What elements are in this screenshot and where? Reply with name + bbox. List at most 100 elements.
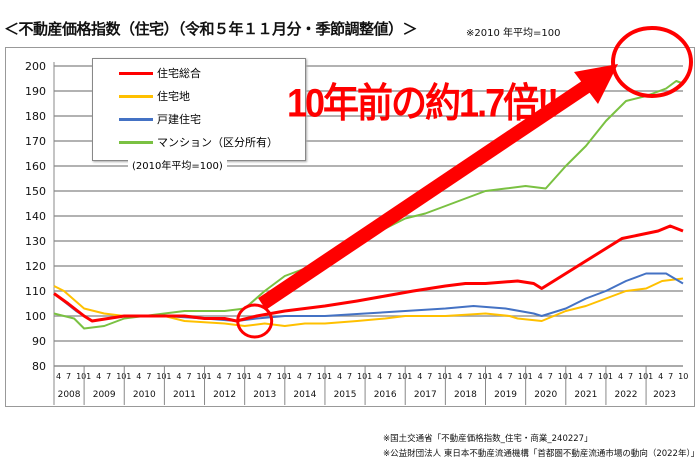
- x-month-label: 1: [327, 372, 332, 381]
- y-tick-label: 140: [25, 210, 46, 223]
- x-month-label: 1: [166, 372, 171, 381]
- x-month-label: 4: [618, 372, 623, 381]
- x-month-label: 10: [76, 372, 86, 381]
- annotation-text: 10年前の約1.7倍!!: [287, 80, 559, 126]
- x-year-label: 2014: [293, 390, 316, 400]
- x-month-label: 10: [116, 372, 126, 381]
- highlight-circle-2013: [236, 303, 274, 339]
- y-tick-label: 100: [25, 310, 46, 323]
- x-year-label: 2017: [414, 390, 437, 400]
- x-month-label: 10: [558, 372, 568, 381]
- x-month-label: 1: [608, 372, 613, 381]
- footnote-2: ※公益財団法人 東日本不動産流通機構「首都圏不動産流通市場の動向（2022年）」: [383, 449, 700, 459]
- x-month-label: 10: [598, 372, 608, 381]
- x-month-label: 1: [367, 372, 372, 381]
- x-month-label: 10: [156, 372, 166, 381]
- x-month-label: 1: [648, 372, 653, 381]
- y-tick-label: 130: [25, 235, 46, 248]
- y-tick-label: 90: [32, 335, 46, 348]
- x-month-label: 7: [467, 372, 472, 381]
- x-month-label: 4: [658, 372, 663, 381]
- x-month-label: 10: [196, 372, 206, 381]
- legend-item-land: 住宅地: [119, 88, 190, 104]
- legend-swatch: [119, 71, 153, 75]
- x-year-label: 2013: [253, 390, 276, 400]
- x-month-label: 7: [427, 372, 432, 381]
- chart-frame: [5, 47, 695, 407]
- x-year-label: 2021: [574, 390, 597, 400]
- x-month-label: 7: [227, 372, 232, 381]
- x-month-label: 4: [96, 372, 101, 381]
- x-year-label: 2012: [213, 390, 236, 400]
- x-year-label: 2023: [653, 390, 676, 400]
- base-year-label: (2010年平均=100): [128, 157, 227, 172]
- legend-item-mansion: マンション（区分所有）: [119, 134, 278, 150]
- x-month-label: 4: [538, 372, 543, 381]
- legend-item-house: 戸建住宅: [119, 111, 201, 127]
- legend-item-sogo: 住宅総合: [119, 65, 201, 81]
- y-tick-label: 80: [32, 360, 46, 373]
- x-month-label: 7: [146, 372, 151, 381]
- trend-arrow-shaft: [258, 78, 594, 310]
- x-month-label: 10: [638, 372, 648, 381]
- x-month-label: 10: [678, 372, 688, 381]
- x-month-label: 1: [207, 372, 212, 381]
- footnote-1: ※国土交通省「不動産価格指数_住宅・商業_240227」: [383, 434, 593, 444]
- legend-label: 住宅地: [157, 90, 190, 103]
- y-tick-label: 120: [25, 260, 46, 273]
- x-month-label: 7: [267, 372, 272, 381]
- x-month-label: 4: [377, 372, 382, 381]
- x-year-label: 2019: [494, 390, 517, 400]
- x-month-label: 4: [578, 372, 583, 381]
- x-month-label: 1: [528, 372, 533, 381]
- x-year-label: 2010: [133, 390, 156, 400]
- x-year-label: 2015: [334, 390, 357, 400]
- x-month-label: 7: [347, 372, 352, 381]
- x-month-label: 7: [66, 372, 71, 381]
- x-month-label: 10: [477, 372, 487, 381]
- x-month-label: 1: [287, 372, 292, 381]
- y-tick-label: 160: [25, 160, 46, 173]
- y-tick-label: 200: [25, 60, 46, 73]
- x-month-label: 10: [518, 372, 528, 381]
- x-month-label: 10: [277, 372, 287, 381]
- x-month-label: 1: [407, 372, 412, 381]
- y-tick-label: 180: [25, 110, 46, 123]
- x-year-label: 2011: [173, 390, 196, 400]
- x-month-label: 1: [568, 372, 573, 381]
- x-month-label: 1: [86, 372, 91, 381]
- x-month-label: 7: [508, 372, 513, 381]
- series-line-1: [53, 277, 684, 327]
- chart-note: ※2010 年平均=100: [466, 28, 561, 39]
- x-month-label: 1: [447, 372, 452, 381]
- x-month-label: 10: [317, 372, 327, 381]
- legend-label: 戸建住宅: [157, 113, 201, 126]
- x-month-label: 10: [437, 372, 447, 381]
- x-month-label: 4: [297, 372, 302, 381]
- legend-label: 住宅総合: [157, 67, 201, 80]
- x-month-label: 4: [176, 372, 181, 381]
- x-year-label: 2020: [534, 390, 557, 400]
- x-month-label: 10: [397, 372, 407, 381]
- x-month-label: 4: [457, 372, 462, 381]
- y-tick-label: 110: [25, 285, 46, 298]
- x-month-label: 4: [136, 372, 141, 381]
- legend-label: マンション（区分所有）: [157, 136, 278, 149]
- x-month-label: 4: [417, 372, 422, 381]
- x-month-label: 7: [387, 372, 392, 381]
- y-tick-label: 190: [25, 85, 46, 98]
- x-month-label: 7: [186, 372, 191, 381]
- x-month-label: 7: [548, 372, 553, 381]
- x-month-label: 1: [488, 372, 493, 381]
- x-month-label: 4: [337, 372, 342, 381]
- legend-swatch: [119, 94, 153, 98]
- x-year-label: 2009: [93, 390, 116, 400]
- x-year-label: 2018: [454, 390, 477, 400]
- legend-swatch: [119, 117, 153, 121]
- x-month-label: 1: [126, 372, 131, 381]
- x-month-label: 7: [106, 372, 111, 381]
- trend-arrow-head: [574, 64, 618, 104]
- x-month-label: 10: [357, 372, 367, 381]
